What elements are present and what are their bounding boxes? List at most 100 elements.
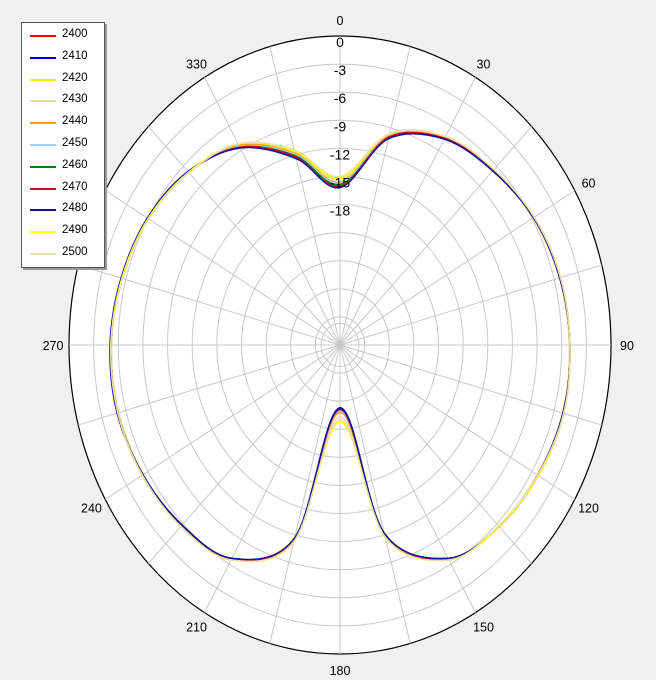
data-point xyxy=(339,177,341,180)
angle-label: 90 xyxy=(620,339,634,353)
data-point xyxy=(181,524,183,526)
legend-label: 2430 xyxy=(62,93,88,106)
radial-label: -6 xyxy=(334,90,347,106)
legend-item: 2460 xyxy=(22,157,102,177)
radial-label: 0 xyxy=(336,34,344,50)
legend-label: 2400 xyxy=(62,28,88,40)
grid-spoke xyxy=(105,190,341,346)
grid-spoke xyxy=(339,264,602,346)
data-point xyxy=(339,416,341,418)
angle-label: 210 xyxy=(186,620,207,634)
data-point xyxy=(231,557,233,560)
data-point xyxy=(110,344,112,346)
angle-label: 30 xyxy=(477,58,491,72)
legend-item: 2470 xyxy=(22,179,102,199)
legend-swatch xyxy=(30,56,56,59)
data-point xyxy=(447,557,449,560)
radial-label: -15 xyxy=(330,174,350,190)
radial-label: -9 xyxy=(334,118,347,134)
data-point xyxy=(230,559,232,561)
grid-layer xyxy=(68,35,612,655)
grid-spoke xyxy=(339,344,533,564)
grid-spoke xyxy=(269,46,341,346)
grid-spoke xyxy=(339,190,575,346)
data-point xyxy=(383,532,386,534)
grid-spoke xyxy=(339,77,476,346)
data-point xyxy=(569,344,571,346)
data-point xyxy=(147,218,150,220)
grid-spoke xyxy=(269,344,341,644)
data-point xyxy=(443,138,446,140)
data-point xyxy=(141,474,144,476)
data-point xyxy=(180,525,182,528)
data-point xyxy=(294,156,297,158)
legend-swatch xyxy=(30,187,56,190)
data-point xyxy=(117,412,119,414)
grid-spoke xyxy=(78,344,341,426)
data-point xyxy=(293,536,296,539)
legend-swatch xyxy=(30,253,56,255)
grid-spoke xyxy=(339,126,533,346)
data-point xyxy=(562,412,565,415)
grid-spoke xyxy=(147,126,341,346)
data-point xyxy=(239,147,242,149)
data-point xyxy=(339,175,341,178)
grid-spoke xyxy=(339,344,575,500)
legend-item: 2400 xyxy=(22,26,102,46)
legend-label: 2450 xyxy=(62,137,88,149)
grid-spoke xyxy=(339,344,411,644)
angle-label: 270 xyxy=(43,339,64,353)
data-point xyxy=(293,148,295,151)
data-point xyxy=(339,182,341,184)
radial-label: -3 xyxy=(334,62,347,78)
legend-swatch xyxy=(30,209,56,212)
angle-label: 60 xyxy=(582,177,596,191)
label-layer: 03060901201501802102402703003300-3-6-9-1… xyxy=(43,14,634,678)
data-point xyxy=(444,135,447,138)
legend-swatch xyxy=(30,35,56,37)
legend-item: 2490 xyxy=(22,222,102,242)
angle-label: 120 xyxy=(578,502,599,516)
legend-label: 2490 xyxy=(62,224,88,237)
data-point xyxy=(497,524,500,527)
angle-label: 180 xyxy=(330,664,351,678)
radial-label: -12 xyxy=(330,146,350,162)
angle-label: 150 xyxy=(473,620,494,634)
legend-label: 2410 xyxy=(62,49,88,62)
data-point xyxy=(293,540,295,543)
data-point xyxy=(384,535,386,538)
legend: 2400 2410 2420 2430 2440 2450 2460 2470 2480 2490… xyxy=(21,22,105,268)
angle-label: 240 xyxy=(81,502,102,516)
grid-spoke xyxy=(147,344,341,564)
data-point xyxy=(388,136,390,138)
radial-label: -18 xyxy=(330,203,350,219)
data-point xyxy=(536,474,539,476)
data-point xyxy=(387,137,390,140)
grid-spoke xyxy=(339,344,602,426)
legend-item: 2420 xyxy=(22,70,102,90)
legend-swatch xyxy=(30,78,56,81)
data-point xyxy=(559,276,562,279)
legend-item: 2480 xyxy=(22,200,102,220)
legend-swatch xyxy=(30,165,56,168)
data-point xyxy=(448,559,450,561)
legend-label: 2470 xyxy=(62,180,88,193)
grid-spoke xyxy=(339,344,476,613)
legend-item: 2440 xyxy=(22,113,102,133)
legend-item: 2410 xyxy=(22,48,102,68)
legend-item: 2450 xyxy=(22,135,102,155)
angle-label: 0 xyxy=(337,14,344,28)
data-point xyxy=(294,153,296,155)
grid-spoke xyxy=(204,77,341,346)
legend-label: 2440 xyxy=(62,115,88,128)
data-point xyxy=(188,172,190,174)
legend-swatch xyxy=(30,100,56,103)
data-point xyxy=(533,216,535,218)
legend-item: 2500 xyxy=(22,244,102,264)
data-point xyxy=(121,277,124,280)
data-point xyxy=(339,407,341,410)
data-point xyxy=(339,420,341,423)
data-point xyxy=(339,184,341,186)
